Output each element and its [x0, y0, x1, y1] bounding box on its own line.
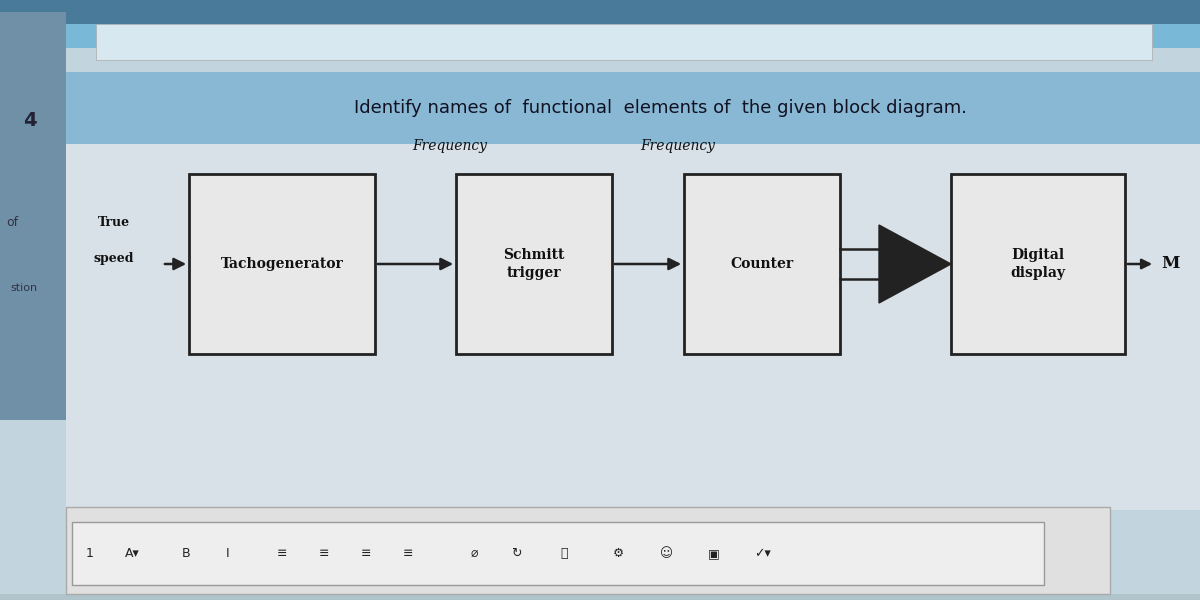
Text: 🔷: 🔷 [560, 547, 568, 560]
Text: Digital
display: Digital display [1010, 248, 1066, 280]
Text: speed: speed [94, 251, 134, 265]
Bar [0, 0, 1200, 24]
Text: M: M [1160, 256, 1180, 272]
Polygon shape [878, 225, 952, 303]
Text: B: B [181, 547, 191, 560]
Text: ⌀: ⌀ [470, 547, 478, 560]
Bar [684, 174, 840, 354]
Text: ≡: ≡ [361, 547, 371, 560]
Bar [72, 522, 1044, 585]
Text: I: I [226, 547, 230, 560]
Text: ↻: ↻ [511, 547, 521, 560]
Text: True: True [98, 215, 130, 229]
Bar [66, 72, 1200, 144]
Text: Counter: Counter [731, 257, 793, 271]
Text: ▣: ▣ [708, 547, 720, 560]
Text: Frequency: Frequency [641, 139, 715, 153]
Text: Tachogenerator: Tachogenerator [221, 257, 343, 271]
Bar [0, 0, 1200, 48]
Text: 4: 4 [23, 110, 37, 130]
Text: 1: 1 [86, 547, 94, 560]
Text: ≡: ≡ [403, 547, 413, 560]
Bar [0, 594, 1200, 600]
Text: stion: stion [11, 283, 37, 293]
Text: ≡: ≡ [277, 547, 287, 560]
Text: A▾: A▾ [125, 547, 139, 560]
Text: ≡: ≡ [319, 547, 329, 560]
Bar [96, 24, 1152, 60]
Text: Frequency: Frequency [413, 139, 487, 153]
Bar [66, 507, 1110, 594]
Bar [456, 174, 612, 354]
Bar [0, 12, 66, 420]
Text: Identify names of  functional  elements of  the given block diagram.: Identify names of functional elements of… [354, 99, 966, 117]
Text: of: of [6, 215, 18, 229]
Text: ⚙: ⚙ [612, 547, 624, 560]
Text: ✓▾: ✓▾ [754, 547, 770, 560]
Bar [66, 144, 1200, 510]
Bar [952, 174, 1126, 354]
Text: ☺: ☺ [660, 547, 672, 560]
Text: Schmitt
trigger: Schmitt trigger [503, 248, 565, 280]
Bar [188, 174, 374, 354]
